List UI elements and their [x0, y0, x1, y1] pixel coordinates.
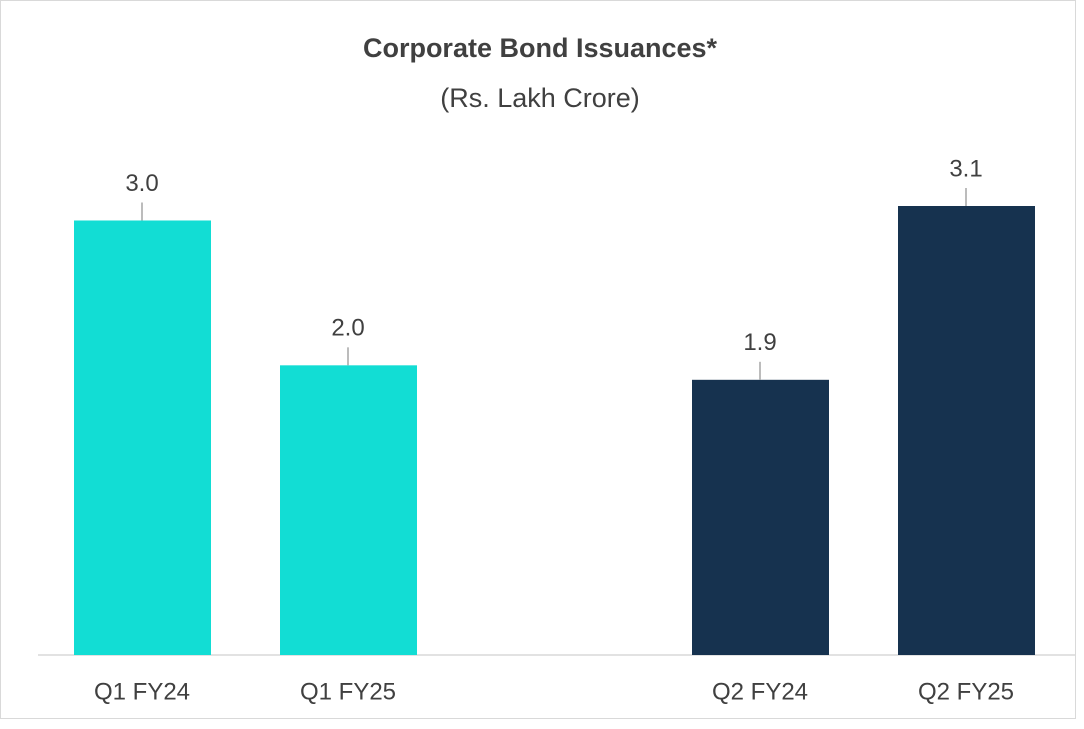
bar: [692, 379, 829, 655]
chart-subtitle: (Rs. Lakh Crore): [440, 83, 640, 113]
x-tick-label: Q2 FY24: [712, 678, 808, 705]
bar: [74, 220, 211, 655]
bar: [280, 365, 417, 655]
data-label: 2.0: [331, 315, 364, 342]
data-label: 3.0: [125, 170, 158, 197]
x-tick-label: Q1 FY25: [300, 678, 396, 705]
chart-title: Corporate Bond Issuances*: [363, 33, 718, 63]
data-label: 1.9: [743, 329, 776, 356]
data-label: 3.1: [949, 155, 982, 182]
bar: [898, 206, 1035, 655]
x-tick-label: Q2 FY25: [918, 678, 1014, 705]
x-tick-label: Q1 FY24: [94, 678, 190, 705]
